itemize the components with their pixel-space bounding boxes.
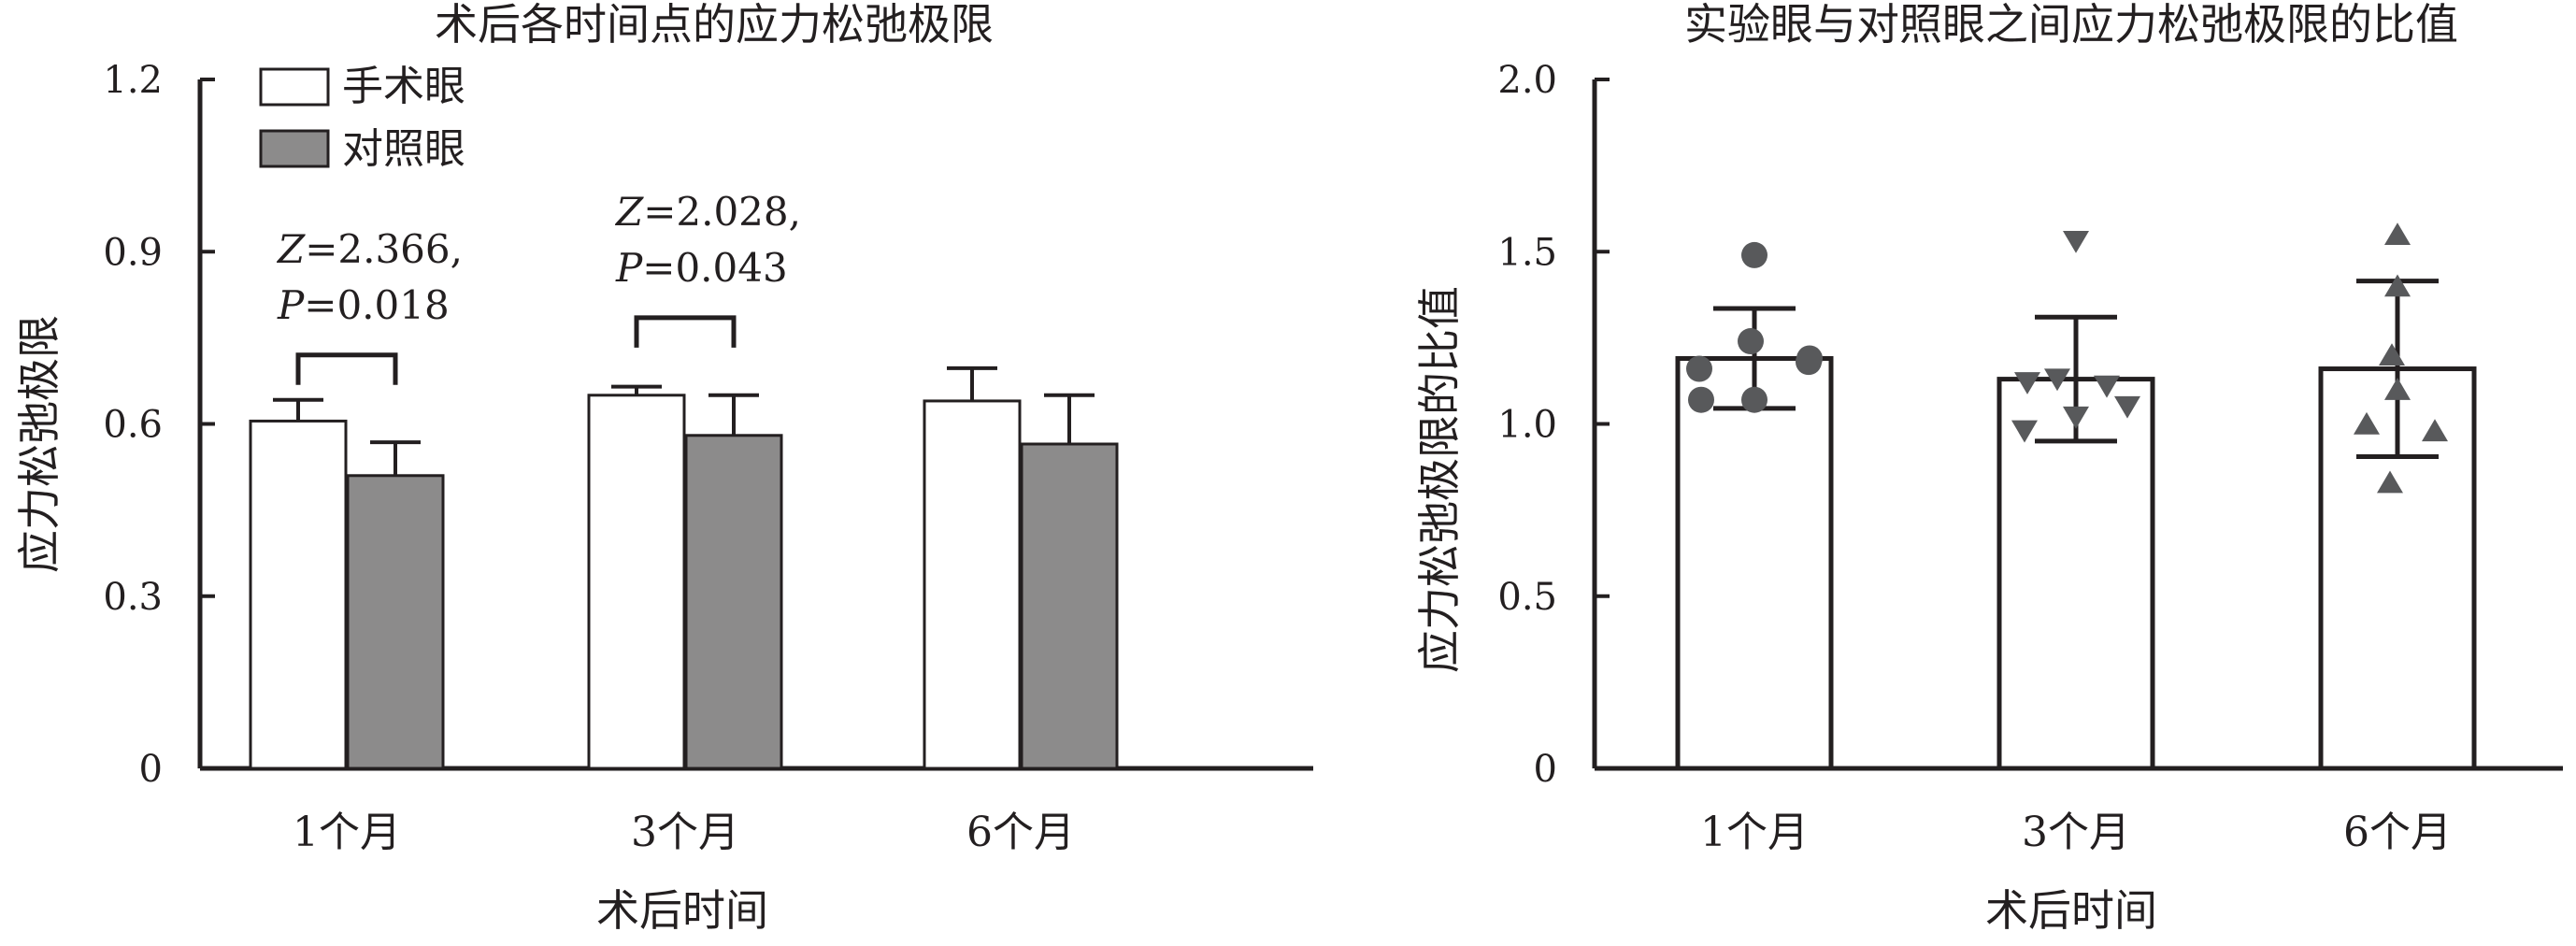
bar-control-eye bbox=[346, 474, 445, 770]
data-point-triangle-down bbox=[2063, 406, 2089, 429]
data-point-triangle-down bbox=[2114, 395, 2140, 419]
data-point-circle bbox=[1741, 241, 1767, 268]
x-tick-label: 3个月 bbox=[2022, 809, 2130, 856]
p-symbol: P bbox=[615, 245, 643, 291]
x-axis-title: 术后时间 bbox=[1985, 885, 2157, 936]
z-value: =2.366, bbox=[305, 226, 463, 272]
data-point-triangle-up bbox=[2384, 378, 2411, 400]
bar-surgical-eye bbox=[587, 394, 686, 770]
y-tick-label: 0.3 bbox=[103, 576, 163, 619]
y-tick-label: 2.0 bbox=[1497, 59, 1557, 102]
p-value: =0.018 bbox=[304, 282, 449, 328]
data-point-triangle-up bbox=[2377, 470, 2403, 494]
data-point-triangle-up bbox=[2422, 419, 2448, 442]
p-value: =0.043 bbox=[642, 245, 787, 291]
legend-swatch-control-eye bbox=[259, 129, 330, 168]
chart-ratio: 实验眼与对照眼之间应力松弛极限的比值 应力松弛极限的比值 术后时间 0 0.5 1.… bbox=[1414, 0, 2563, 936]
data-point-circle bbox=[1686, 355, 1712, 382]
x-tick-label: 1个月 bbox=[293, 809, 401, 856]
data-point-triangle-up bbox=[2354, 411, 2380, 435]
data-point-triangle-down bbox=[2094, 375, 2120, 398]
data-point-circle bbox=[1796, 349, 1822, 376]
legend-label-control-eye: 对照眼 bbox=[342, 125, 465, 173]
bar-control-eye bbox=[684, 434, 783, 770]
z-statistic-label: Z=2.366, bbox=[276, 226, 463, 272]
x-tick-label: 1个月 bbox=[1700, 809, 1809, 856]
bar-ratio bbox=[1996, 377, 2155, 771]
bar-surgical-eye bbox=[923, 399, 1022, 770]
y-tick-label: 0.5 bbox=[1497, 576, 1557, 619]
data-point-triangle-down bbox=[2014, 372, 2040, 394]
y-tick-label: 1.2 bbox=[103, 59, 163, 102]
y-axis-title: 应力松弛极限的比值 bbox=[1414, 286, 1465, 673]
data-point-triangle-up bbox=[2384, 274, 2411, 297]
x-tick-label: 3个月 bbox=[631, 809, 739, 856]
x-axis-title: 术后时间 bbox=[596, 885, 768, 936]
bar-control-eye bbox=[1020, 442, 1119, 770]
legend-swatch-surgical-eye bbox=[259, 67, 330, 107]
p-value-label: P=0.018 bbox=[277, 282, 450, 328]
bar-surgical-eye bbox=[249, 419, 348, 770]
legend-label-surgical-eye: 手术眼 bbox=[342, 63, 465, 110]
bar-ratio bbox=[1675, 355, 1834, 771]
data-point-triangle-down bbox=[2044, 368, 2070, 392]
p-symbol: P bbox=[277, 282, 305, 328]
x-tick-label: 6个月 bbox=[966, 809, 1075, 856]
y-axis-title: 应力松弛极限 bbox=[14, 315, 64, 573]
data-point-circle bbox=[1741, 386, 1767, 413]
data-point-triangle-up bbox=[2384, 222, 2411, 246]
z-symbol: Z bbox=[276, 226, 306, 272]
y-tick-label: 1.5 bbox=[1497, 231, 1557, 274]
significance-bracket bbox=[634, 315, 737, 348]
y-tick-label: 0.9 bbox=[103, 231, 163, 274]
z-value: =2.028, bbox=[643, 189, 801, 235]
data-point-triangle-down bbox=[2063, 230, 2089, 253]
chart-title: 实验眼与对照眼之间应力松弛极限的比值 bbox=[1684, 0, 2458, 50]
chart-title: 术后各时间点的应力松弛极限 bbox=[435, 0, 994, 50]
plot-area: 0 0.5 1.0 1.5 2.0 1个月 3个月 6个月 bbox=[1497, 59, 2563, 856]
data-point-triangle-down bbox=[2011, 420, 2038, 443]
data-point-circle bbox=[1738, 328, 1764, 355]
legend: 手术眼 对照眼 bbox=[259, 63, 465, 173]
y-tick-label: 0 bbox=[139, 748, 163, 791]
y-tick-label: 1.0 bbox=[1497, 404, 1557, 447]
data-point-triangle-up bbox=[2379, 343, 2405, 366]
significance-bracket bbox=[295, 352, 398, 385]
plot-area: 0 0.3 0.6 0.9 1.2 1个月 3个月 6个月 bbox=[103, 59, 1313, 856]
z-statistic-label: Z=2.028, bbox=[614, 189, 801, 235]
z-symbol: Z bbox=[614, 189, 644, 235]
x-tick-label: 6个月 bbox=[2343, 809, 2452, 856]
y-tick-label: 0.6 bbox=[103, 404, 163, 447]
chart-stress-relaxation-limit: 术后各时间点的应力松弛极限 应力松弛极限 术后时间 0 0.3 0.6 0.9 1.2 1… bbox=[14, 0, 1313, 936]
p-value-label: P=0.043 bbox=[615, 245, 788, 291]
y-tick-label: 0 bbox=[1534, 748, 1557, 791]
data-point-circle bbox=[1688, 386, 1714, 413]
